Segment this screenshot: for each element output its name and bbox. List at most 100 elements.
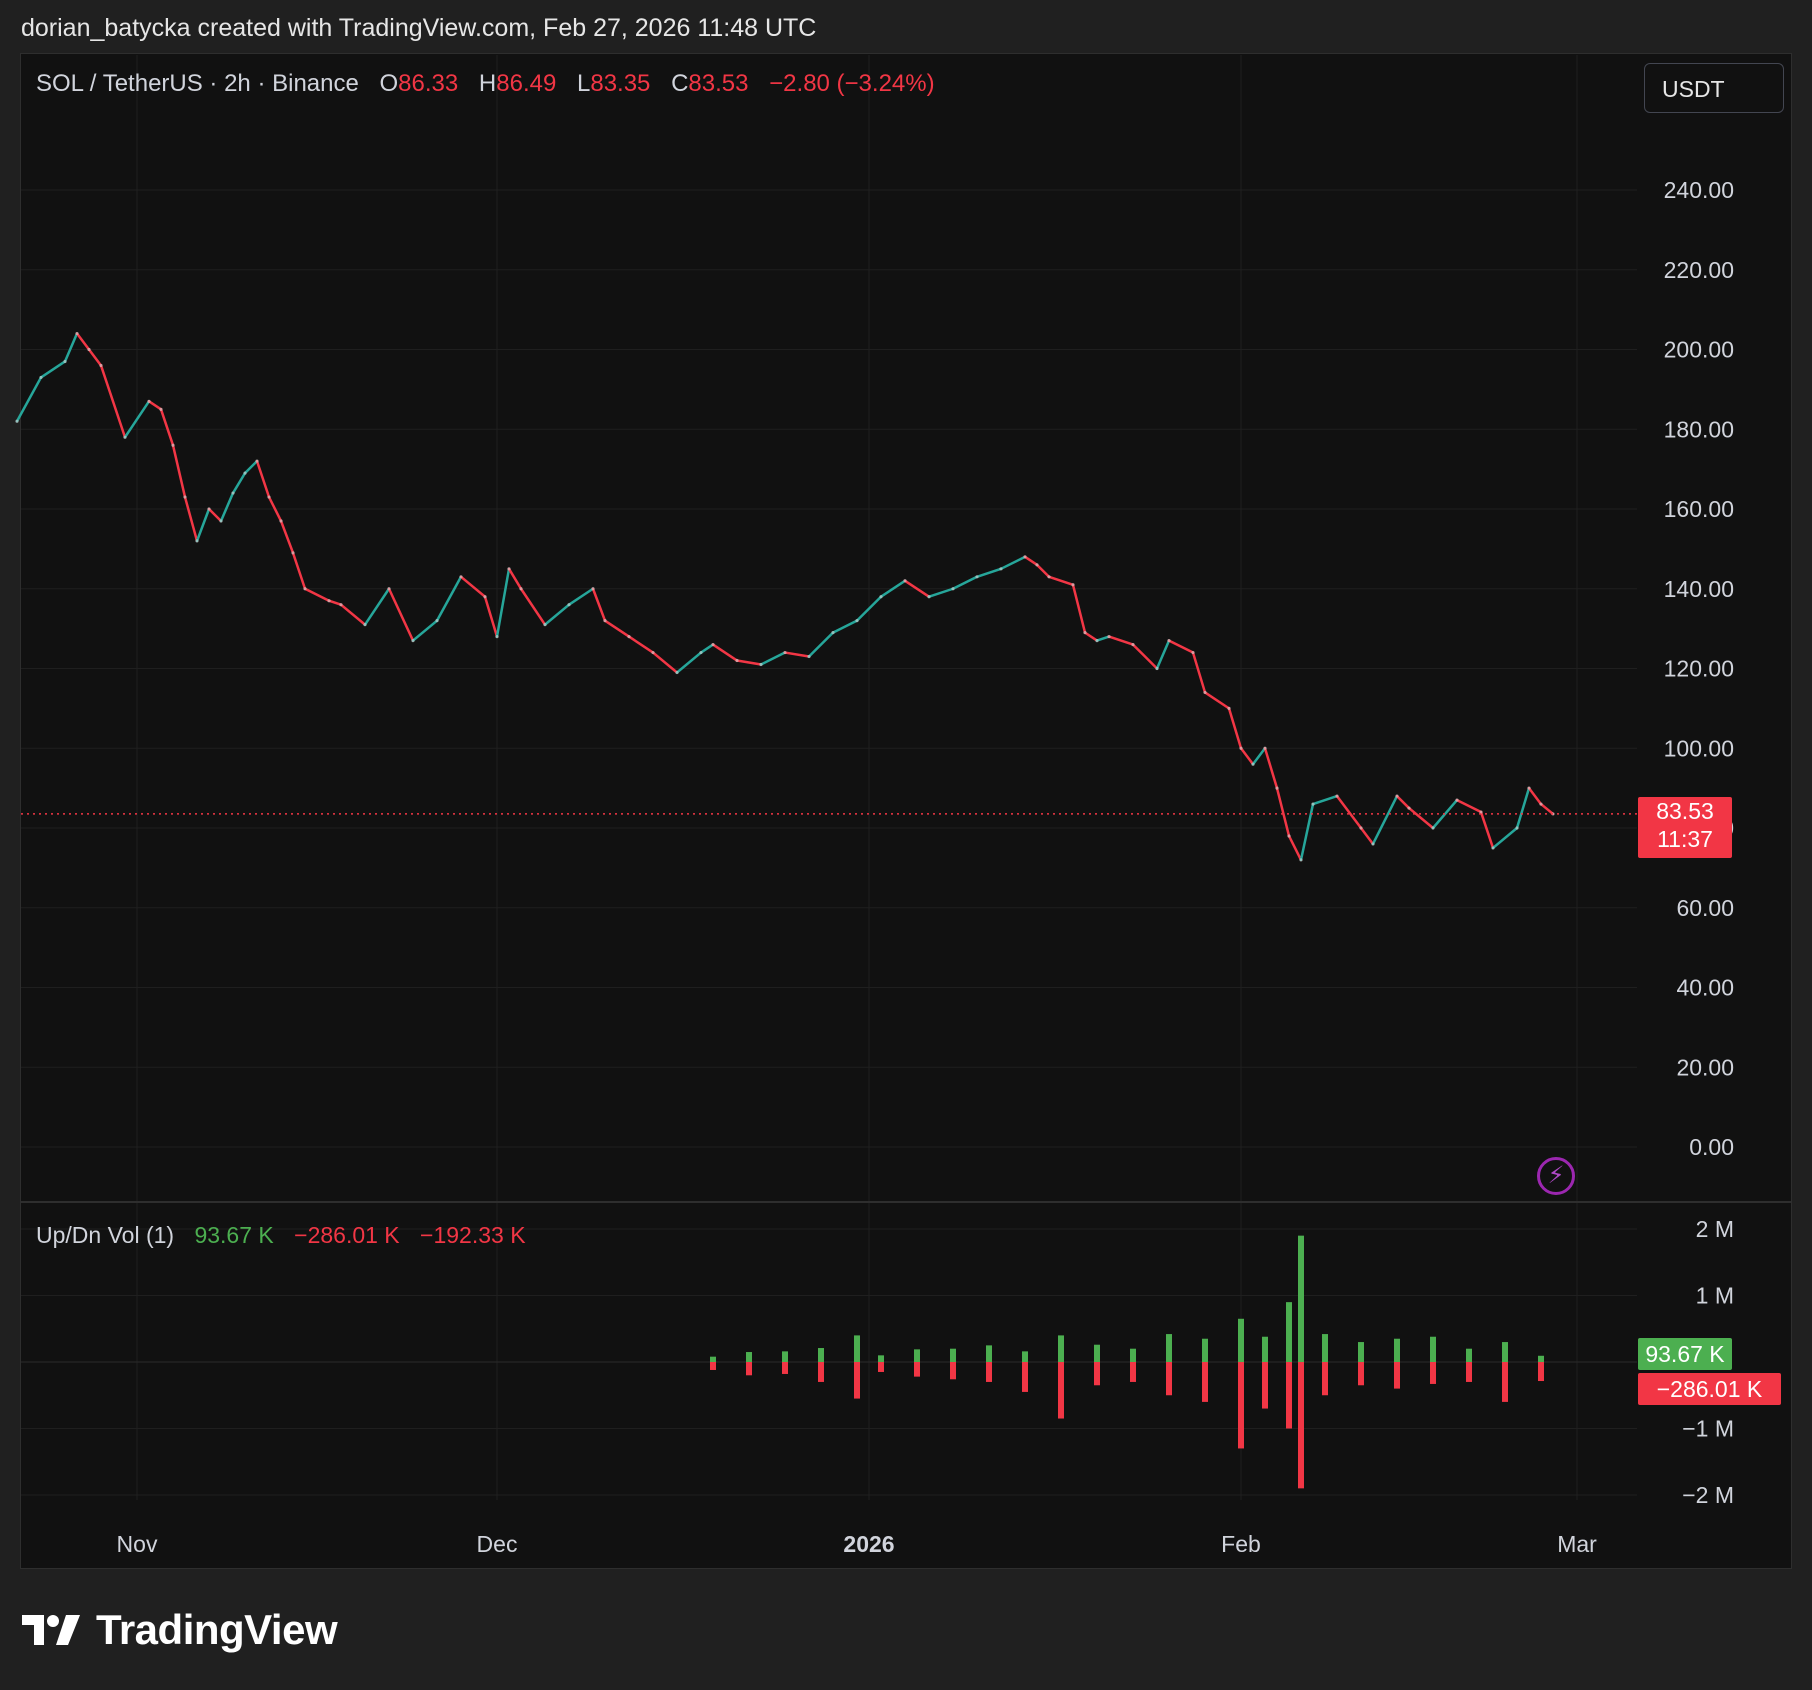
price-tick-label: 240.00 bbox=[1664, 177, 1734, 203]
price-segment bbox=[699, 643, 715, 654]
volume-down-bar bbox=[1166, 1362, 1172, 1396]
price-segment bbox=[147, 400, 163, 411]
volume-down-bar bbox=[710, 1362, 716, 1370]
author-line: dorian_batycka created with TradingView.… bbox=[21, 14, 817, 42]
price-segment bbox=[1035, 563, 1051, 579]
price-point bbox=[1107, 635, 1111, 639]
price-segment bbox=[783, 651, 811, 658]
volume-legend[interactable]: Up/Dn Vol (1) 93.67 K −286.01 K −192.33 … bbox=[36, 1222, 526, 1249]
price-segment bbox=[1239, 747, 1255, 766]
price-point bbox=[1359, 826, 1363, 830]
price-segment bbox=[543, 603, 571, 626]
volume-up-bar bbox=[1430, 1336, 1436, 1362]
price-segment bbox=[855, 595, 883, 622]
price-point bbox=[735, 658, 739, 663]
volume-down-value: −286.01 K bbox=[294, 1222, 400, 1248]
price-point bbox=[99, 363, 103, 368]
volume-up-bar bbox=[1130, 1348, 1136, 1362]
volume-up-bar bbox=[782, 1351, 788, 1362]
time-tick-label: Mar bbox=[1557, 1531, 1597, 1557]
price-point bbox=[591, 587, 595, 591]
price-segment bbox=[903, 579, 931, 598]
price-segment bbox=[75, 332, 91, 351]
price-segment bbox=[807, 631, 835, 658]
price-segment bbox=[675, 651, 703, 674]
tradingview-brand[interactable]: TradingView bbox=[22, 1606, 338, 1654]
price-segment bbox=[207, 507, 223, 523]
price-point bbox=[1047, 575, 1051, 579]
price-point bbox=[75, 331, 79, 336]
price-segment bbox=[1227, 707, 1243, 750]
price-segment bbox=[411, 619, 439, 642]
currency-button[interactable]: USDT bbox=[1644, 63, 1784, 113]
price-point bbox=[699, 650, 703, 655]
price-segment bbox=[87, 348, 103, 367]
price-point bbox=[267, 495, 271, 499]
price-point bbox=[279, 519, 283, 523]
price-segment bbox=[1251, 747, 1267, 766]
price-point bbox=[219, 519, 223, 523]
symbol-legend[interactable]: SOL / TetherUS · 2h · Binance O86.33 H86… bbox=[36, 70, 935, 98]
price-point bbox=[435, 619, 439, 623]
volume-down-bar bbox=[854, 1362, 860, 1399]
price-segment bbox=[711, 643, 739, 662]
price-segment bbox=[243, 459, 259, 475]
last-price-value: 83.53 bbox=[1656, 798, 1714, 824]
price-tick-label: 20.00 bbox=[1676, 1054, 1734, 1080]
symbol-label[interactable]: SOL / TetherUS · 2h · Binance bbox=[36, 70, 359, 97]
price-point bbox=[1491, 846, 1495, 850]
volume-up-bar bbox=[1058, 1335, 1064, 1362]
price-point bbox=[1023, 555, 1027, 559]
price-point bbox=[1335, 794, 1339, 798]
volume-up-bar bbox=[1538, 1355, 1544, 1362]
price-segment bbox=[759, 651, 787, 666]
price-segment bbox=[1071, 583, 1087, 634]
price-segment bbox=[291, 551, 307, 590]
price-point bbox=[459, 575, 463, 579]
price-point bbox=[1539, 802, 1543, 806]
price-point bbox=[1239, 746, 1243, 750]
volume-up-bar bbox=[1394, 1338, 1400, 1362]
chart-frame[interactable] bbox=[20, 53, 1792, 1569]
price-segment bbox=[1263, 747, 1279, 790]
price-point bbox=[303, 587, 307, 591]
price-point bbox=[339, 603, 343, 607]
volume-down-bar bbox=[986, 1362, 992, 1382]
lightning-bolt-icon[interactable]: ⚡ bbox=[1537, 1157, 1575, 1195]
volume-delta-value: −192.33 K bbox=[420, 1222, 526, 1248]
price-segment bbox=[1359, 826, 1375, 846]
price-segment bbox=[507, 567, 523, 590]
price-point bbox=[975, 575, 979, 579]
price-point bbox=[1251, 762, 1255, 766]
price-segment bbox=[15, 376, 43, 423]
tradingview-logo-icon bbox=[22, 1615, 80, 1645]
price-segment bbox=[1191, 651, 1207, 694]
volume-down-bar bbox=[1202, 1362, 1208, 1402]
price-tick-label: 0.00 bbox=[1689, 1134, 1734, 1160]
volume-down-tag: −286.01 K bbox=[1638, 1373, 1781, 1405]
price-segment bbox=[171, 443, 187, 499]
time-tick-label: Dec bbox=[477, 1531, 518, 1557]
volume-indicator-name[interactable]: Up/Dn Vol (1) bbox=[36, 1222, 175, 1248]
price-point bbox=[495, 635, 499, 639]
price-segment bbox=[1083, 631, 1099, 642]
price-segment bbox=[279, 519, 295, 555]
volume-down-bar bbox=[914, 1362, 920, 1377]
price-segment bbox=[735, 659, 763, 666]
price-point bbox=[519, 587, 523, 591]
price-point bbox=[1071, 583, 1075, 587]
price-segment bbox=[1287, 834, 1303, 862]
price-point bbox=[363, 623, 367, 627]
price-tick-label: 200.00 bbox=[1664, 337, 1734, 363]
volume-tick-label: 1 M bbox=[1696, 1283, 1734, 1309]
volume-down-bar bbox=[1358, 1362, 1364, 1386]
price-segment bbox=[1539, 802, 1555, 816]
price-segment bbox=[567, 587, 595, 606]
price-segment bbox=[495, 567, 511, 638]
volume-up-bar bbox=[710, 1356, 716, 1362]
price-segment bbox=[1395, 794, 1411, 810]
price-point bbox=[1203, 690, 1207, 695]
volume-down-bar bbox=[1238, 1362, 1244, 1449]
price-point bbox=[999, 567, 1003, 571]
